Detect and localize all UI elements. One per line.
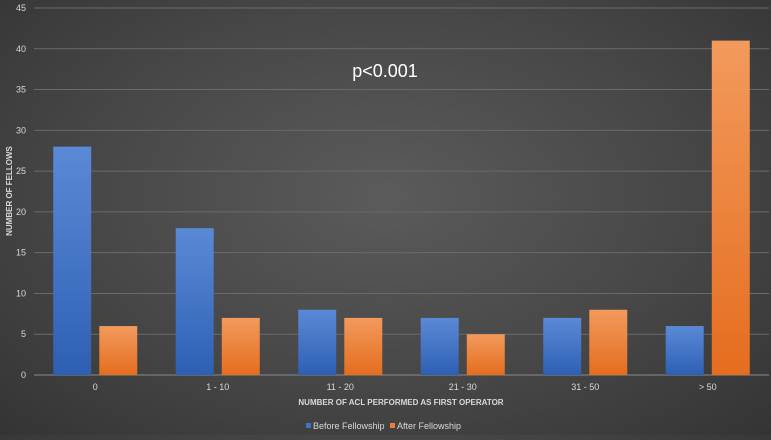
legend: Before Fellowship After Fellowship <box>306 421 461 431</box>
y-tick-label: 25 <box>16 166 26 176</box>
y-axis-ticks: 0 5 10 15 20 25 30 35 40 45 <box>16 3 26 380</box>
x-axis-ticks: 0 1 - 10 11 - 20 21 - 30 31 - 50 > 50 <box>93 382 717 392</box>
bar-before-fellowship <box>53 146 92 375</box>
y-tick-label: 45 <box>16 3 26 13</box>
y-tick-label: 5 <box>21 329 26 339</box>
bar-after-fellowship <box>99 326 138 375</box>
y-tick-label: 0 <box>21 370 26 380</box>
x-axis-title: NUMBER OF ACL PERFORMED AS FIRST OPERATO… <box>298 398 503 407</box>
y-axis-title: NUMBER OF FELLOWS <box>5 145 14 235</box>
bar-before-fellowship <box>665 326 704 375</box>
gridlines <box>34 7 769 376</box>
x-tick-label: 31 - 50 <box>571 382 599 392</box>
y-tick-label: 10 <box>16 288 26 298</box>
x-tick-label: > 50 <box>699 382 717 392</box>
bar-after-fellowship <box>221 317 260 375</box>
x-tick-label: 11 - 20 <box>327 382 354 392</box>
x-tick-label: 1 - 10 <box>206 382 229 392</box>
bar-after-fellowship <box>344 317 383 375</box>
bars <box>53 40 750 375</box>
p-value-annotation: p<0.001 <box>352 61 418 81</box>
y-tick-label: 40 <box>16 44 26 54</box>
x-tick-label: 21 - 30 <box>449 382 477 392</box>
legend-swatch-before <box>306 423 311 428</box>
legend-label-after: After Fellowship <box>397 421 461 431</box>
bar-after-fellowship <box>711 40 750 375</box>
y-tick-label: 15 <box>16 248 26 258</box>
bar-before-fellowship <box>543 317 582 375</box>
y-tick-label: 20 <box>16 207 26 217</box>
legend-label-before: Before Fellowship <box>313 421 385 431</box>
bar-before-fellowship <box>420 317 459 375</box>
bar-before-fellowship <box>175 228 214 375</box>
x-tick-label: 0 <box>93 382 98 392</box>
bar-after-fellowship <box>466 334 505 375</box>
legend-swatch-after <box>390 423 395 428</box>
bar-after-fellowship <box>589 309 628 375</box>
bar-before-fellowship <box>298 309 337 375</box>
y-tick-label: 30 <box>16 125 26 135</box>
y-tick-label: 35 <box>16 85 26 95</box>
